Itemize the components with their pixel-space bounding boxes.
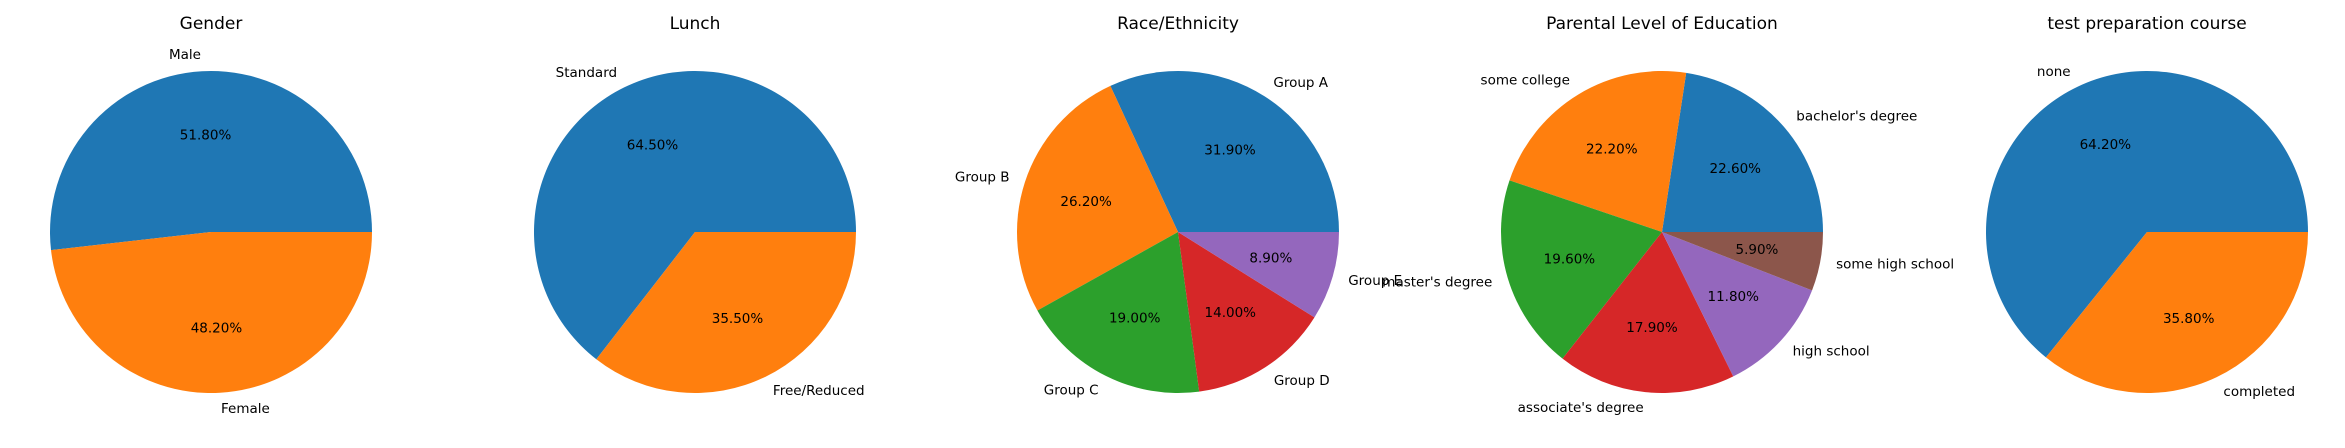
slice-percent-label: 35.50% bbox=[712, 311, 764, 327]
slice-percent-label: 19.00% bbox=[1109, 310, 1161, 326]
pie-slice-male bbox=[50, 70, 373, 251]
slice-label: Group D bbox=[1274, 373, 1330, 389]
chart-title: Parental Level of Education bbox=[1546, 14, 1778, 34]
slice-percent-label: 17.90% bbox=[1626, 320, 1678, 336]
pie-chart-gender: Gender Male 51.80% Female 48.20% bbox=[50, 14, 373, 417]
slice-label: completed bbox=[2223, 384, 2295, 400]
slice-percent-label: 35.80% bbox=[2163, 311, 2215, 327]
slice-label: Free/Reduced bbox=[773, 383, 865, 399]
chart-title: Race/Ethnicity bbox=[1117, 14, 1239, 34]
chart-title: test preparation course bbox=[2047, 14, 2246, 34]
slice-percent-label: 14.00% bbox=[1205, 305, 1257, 321]
slice-percent-label: 22.60% bbox=[1710, 161, 1762, 177]
slice-percent-label: 51.80% bbox=[180, 128, 232, 144]
pie-chart-test-preparation-course: test preparation course none 64.20% complet… bbox=[1986, 14, 2308, 400]
chart-title: Lunch bbox=[670, 14, 721, 34]
slice-percent-label: 5.90% bbox=[1736, 242, 1779, 258]
slice-label: Standard bbox=[556, 65, 617, 81]
slice-label: none bbox=[2037, 64, 2071, 80]
pie-slice-associate-s-degree bbox=[1562, 232, 1734, 393]
pie-slice-group-d bbox=[1178, 232, 1315, 392]
pie-slice-master-s-degree bbox=[1501, 180, 1662, 359]
slice-label: Group E bbox=[1348, 273, 1402, 289]
slice-percent-label: 31.90% bbox=[1204, 143, 1256, 159]
pie-slice-some-high-school bbox=[1662, 232, 1823, 291]
slice-percent-label: 22.20% bbox=[1586, 141, 1638, 157]
pie-slice-female bbox=[51, 232, 372, 393]
slice-percent-label: 8.90% bbox=[1249, 251, 1292, 267]
pie-slice-group-b bbox=[1016, 85, 1178, 311]
pie-slice-some-college bbox=[1509, 71, 1687, 232]
pie-slice-high-school bbox=[1662, 232, 1813, 377]
slice-label: high school bbox=[1793, 344, 1870, 360]
slice-percent-label: 11.80% bbox=[1707, 289, 1759, 305]
slice-percent-label: 26.20% bbox=[1060, 194, 1112, 210]
pie-slice-group-a bbox=[1110, 71, 1339, 232]
slice-percent-label: 19.60% bbox=[1544, 252, 1596, 268]
slice-label: Group A bbox=[1273, 75, 1328, 91]
slice-percent-label: 64.20% bbox=[2080, 137, 2132, 153]
pie-slice-bachelor-s-degree bbox=[1662, 72, 1823, 232]
slice-label: Group C bbox=[1044, 382, 1099, 398]
slice-label: Male bbox=[169, 47, 201, 63]
slice-percent-label: 64.50% bbox=[627, 137, 679, 153]
pie-chart-parental-level-of-education: Parental Level of Education bachelor's de… bbox=[1382, 14, 1954, 416]
slice-label: Group B bbox=[955, 169, 1010, 185]
slice-label: master's degree bbox=[1382, 274, 1492, 290]
pie-slice-none bbox=[1986, 70, 2308, 358]
slice-percent-label: 48.20% bbox=[191, 320, 243, 336]
slice-label: Female bbox=[221, 401, 270, 417]
pie-chart-lunch: Lunch Standard 64.50% Free/Reduced 35.50% bbox=[534, 14, 865, 399]
pie-chart-race-ethnicity: Race/Ethnicity Group A 31.90% Group B 26.20%… bbox=[955, 14, 1402, 398]
pie-slice-group-c bbox=[1037, 232, 1200, 394]
pie-slice-standard bbox=[534, 70, 856, 360]
pie-slice-free-reduced bbox=[596, 232, 856, 393]
slice-label: some college bbox=[1481, 73, 1570, 89]
slice-label: some high school bbox=[1836, 257, 1954, 273]
slice-label: associate's degree bbox=[1518, 400, 1644, 416]
chart-title: Gender bbox=[180, 14, 243, 34]
pie-slice-completed bbox=[2045, 232, 2308, 393]
pie-slice-group-e bbox=[1178, 232, 1339, 318]
slice-label: bachelor's degree bbox=[1796, 109, 1917, 125]
